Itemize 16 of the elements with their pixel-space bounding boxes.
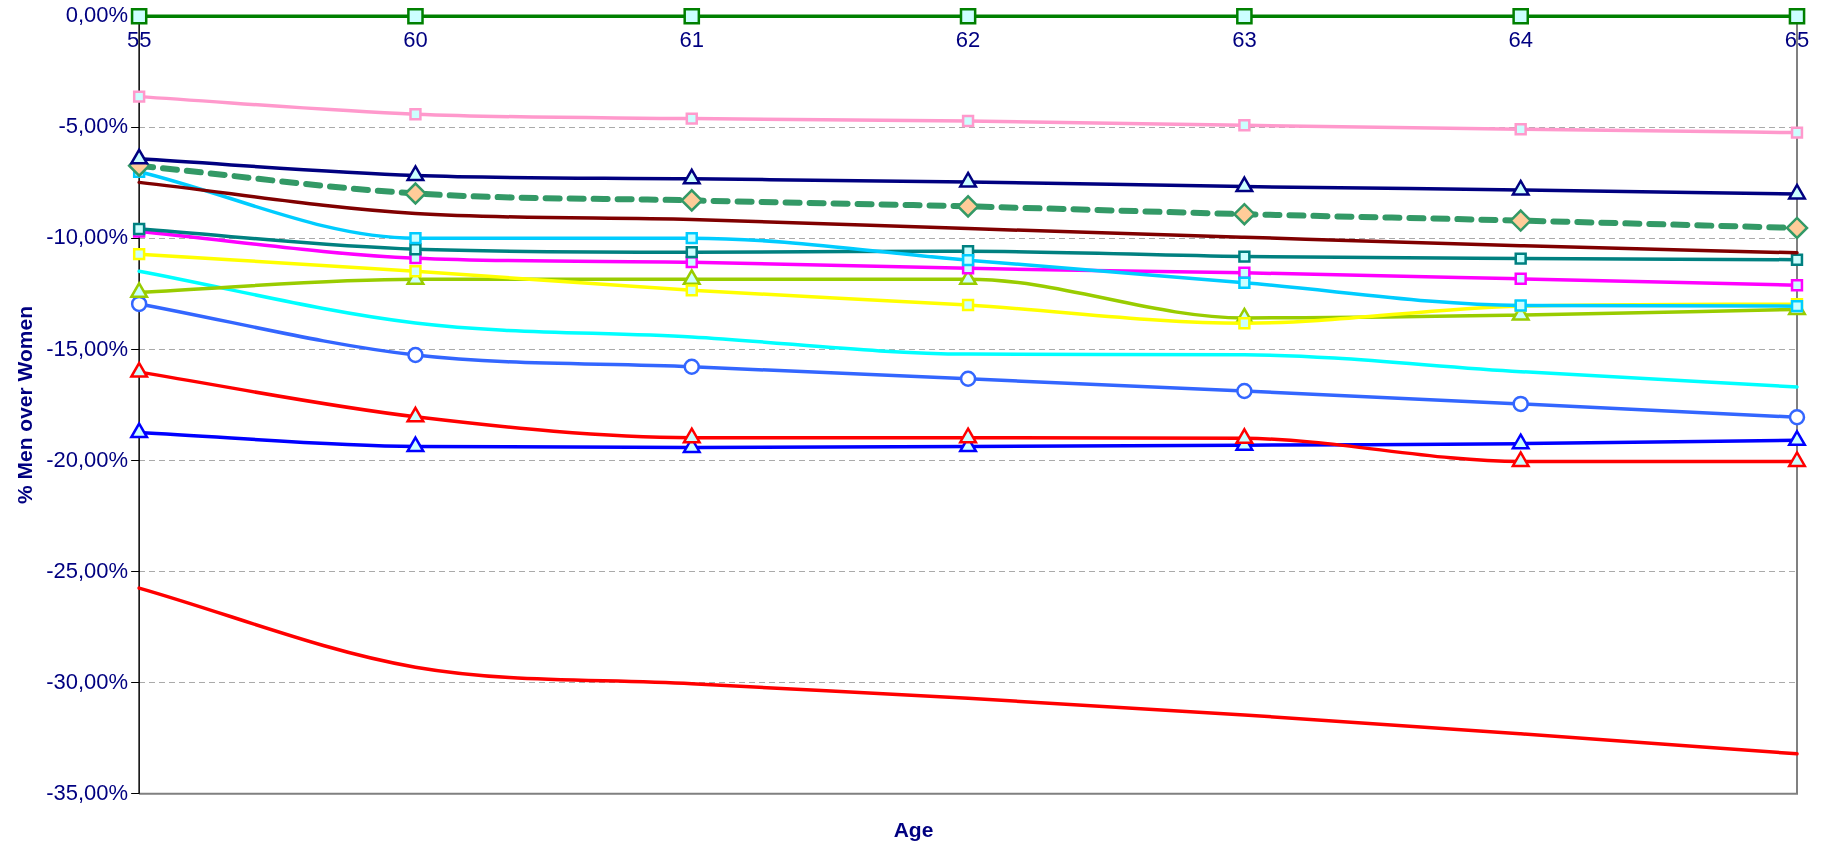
x-tick-label: 60	[403, 27, 428, 53]
y-tick-label: -15,00%	[46, 335, 129, 361]
y-tick-label: -5,00%	[58, 113, 129, 139]
y-axis-title: % Men over Women	[13, 306, 37, 504]
y-tick-label: 0,00%	[65, 2, 129, 28]
y-tick-label: -20,00%	[46, 446, 129, 472]
y-tick-label: -30,00%	[46, 668, 129, 694]
y-tick-label: -10,00%	[46, 224, 129, 250]
x-tick-label: 62	[955, 27, 981, 53]
x-tick-label: 63	[1232, 27, 1257, 53]
x-tick-label: 65	[1784, 27, 1810, 53]
x-tick-label: 61	[679, 27, 704, 53]
y-tick-label: -35,00%	[46, 779, 129, 805]
x-tick-label: 64	[1508, 27, 1533, 53]
x-axis-title: Age	[892, 818, 935, 842]
y-tick-label: -25,00%	[46, 557, 129, 583]
